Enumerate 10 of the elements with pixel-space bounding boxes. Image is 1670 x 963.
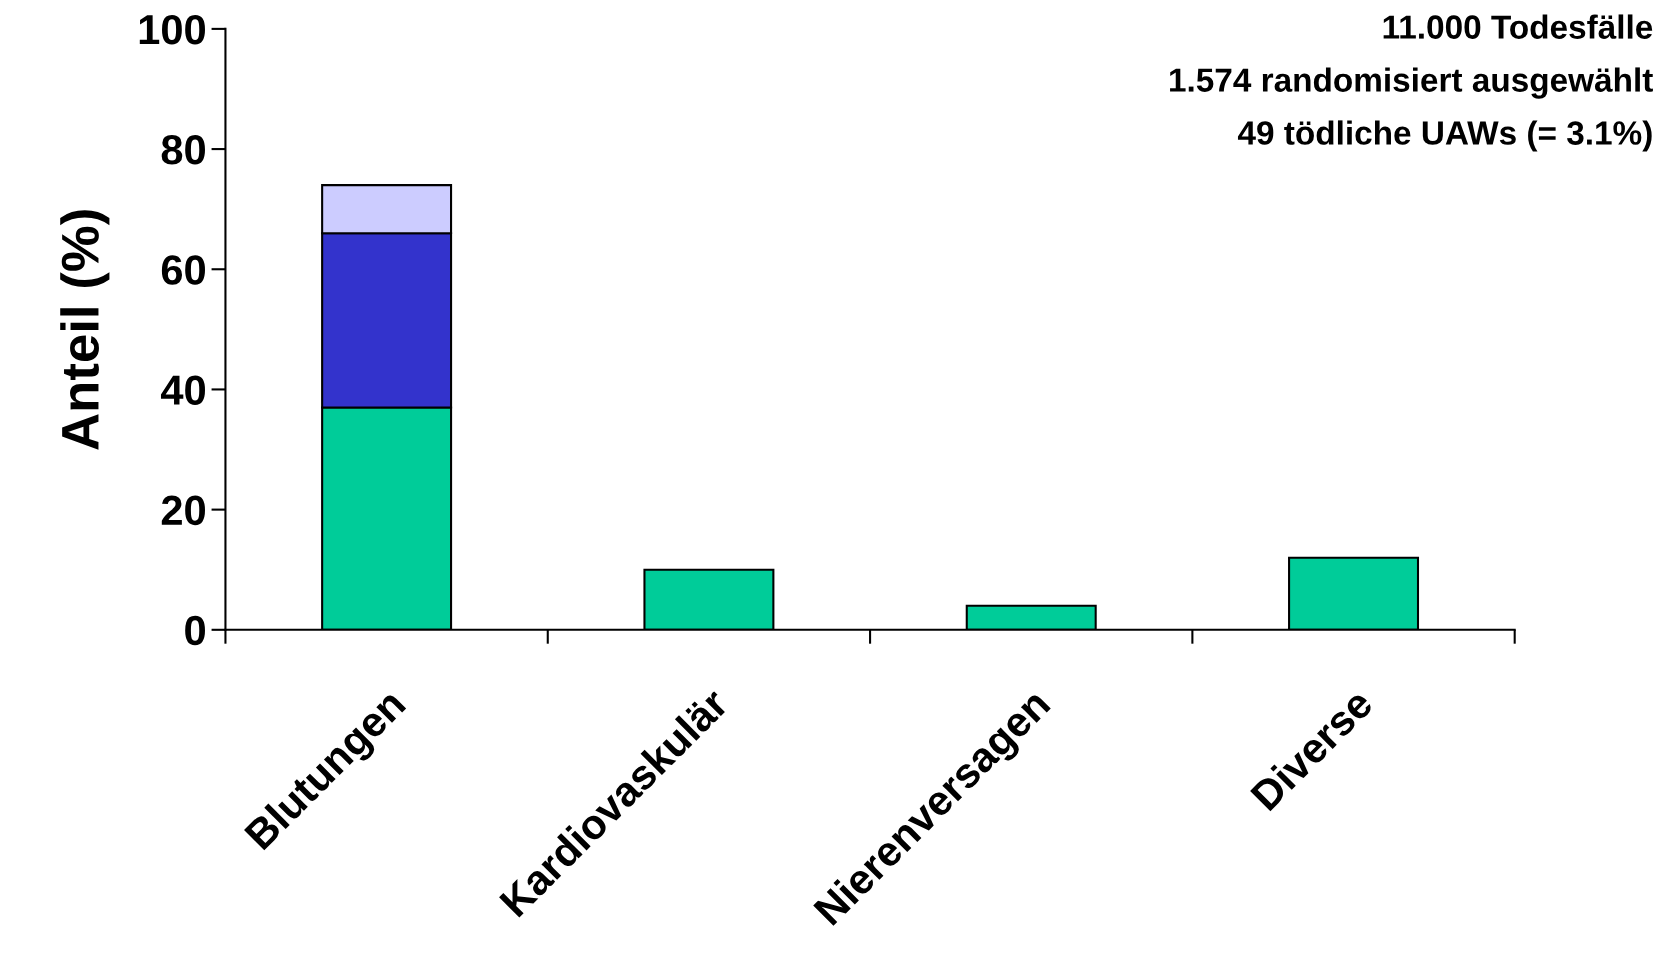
- annotation: 49 tödliche UAWs (= 3.1%): [1237, 120, 1652, 152]
- y-tick-label: 60: [161, 255, 205, 285]
- y-tick-label: 0: [185, 615, 205, 646]
- y-tick-label: 40: [160, 375, 205, 405]
- y-tick-label: 80: [161, 135, 205, 165]
- annotation: 11.000 Todesfälle: [1383, 14, 1653, 39]
- y-axis-title: Anteil (%): [60, 210, 110, 450]
- y-tick-label: 100: [139, 14, 205, 45]
- annotation: 1.574 randomisiert ausgewählt: [1170, 67, 1653, 99]
- y-tick-label: 20: [161, 495, 205, 526]
